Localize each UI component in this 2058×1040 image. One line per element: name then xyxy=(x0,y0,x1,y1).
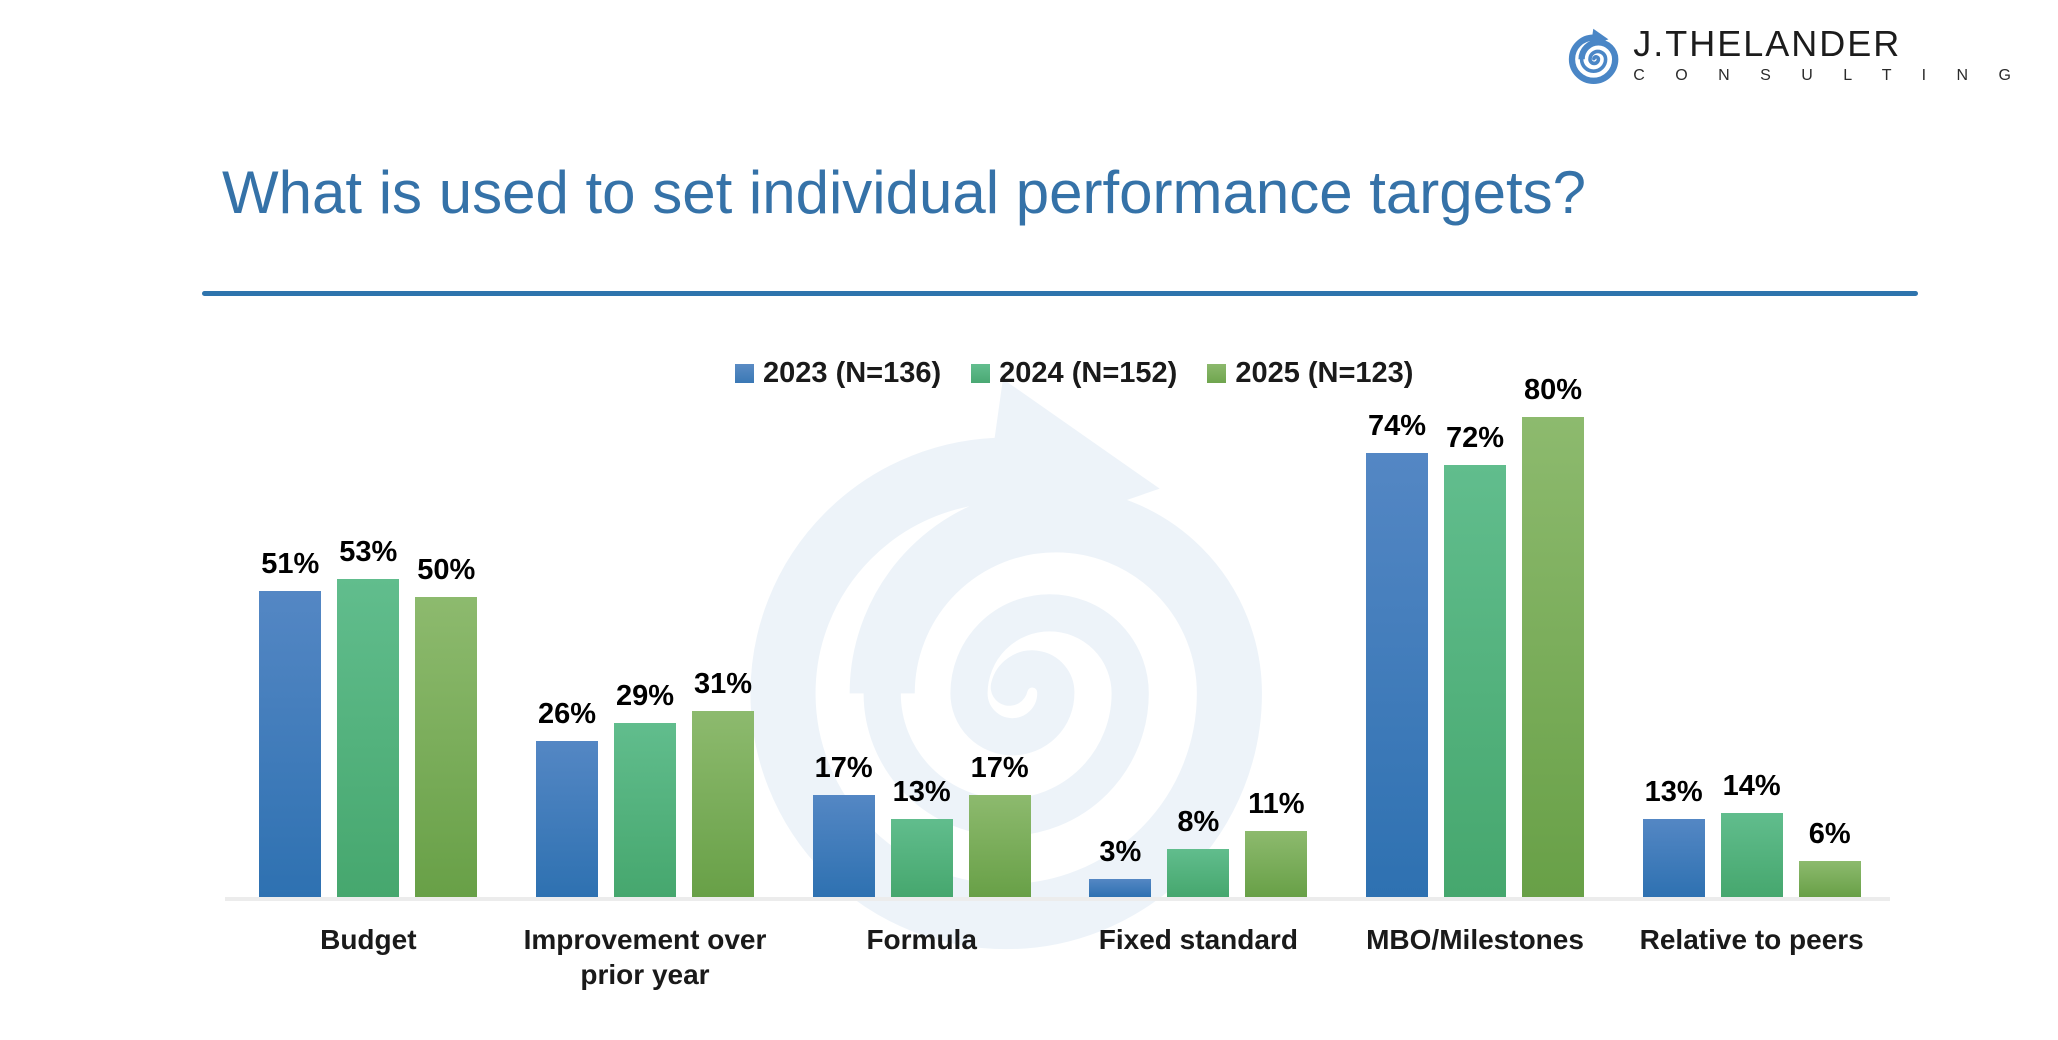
bar-chart-plot-area: 51% 53% 50% 26% 29% 31% 17% 13% 17% 3% 8% 11% 74% 72%… xyxy=(230,367,1890,897)
bar-value-label: 13% xyxy=(1644,776,1703,808)
bar-value-label: 80% xyxy=(1523,374,1583,406)
chart-legend: 2023 (N=136) 2024 (N=152) 2025 (N=123) xyxy=(735,357,1413,390)
bar xyxy=(415,597,478,897)
bar-value-label: 6% xyxy=(1808,818,1851,850)
bar-column: 14% xyxy=(1720,770,1783,897)
bar xyxy=(536,741,598,897)
category-label: Improvement over prior year xyxy=(523,924,767,990)
legend-item: 2024 (N=152) xyxy=(971,357,1177,390)
bar-column: 11% xyxy=(1245,788,1308,897)
bar-value-label: 53% xyxy=(339,536,398,568)
bar-value-label: 26% xyxy=(537,698,597,730)
bar xyxy=(1642,819,1705,897)
logo-text: J.THELANDER C O N S U L T I N G xyxy=(1633,26,2024,84)
legend-label: 2025 (N=123) xyxy=(1235,357,1414,389)
x-axis-line xyxy=(225,897,1890,901)
bar-column: 26% xyxy=(536,698,598,897)
bar-column: 13% xyxy=(1642,776,1705,897)
bar-value-label: 11% xyxy=(1248,788,1305,820)
bar-value-label: 72% xyxy=(1445,422,1505,454)
legend-swatch-icon xyxy=(971,364,991,383)
logo-company-name: J.THELANDER xyxy=(1633,23,1902,64)
spiral-logo-icon xyxy=(1563,24,1623,86)
logo-subtitle: C O N S U L T I N G xyxy=(1633,67,2024,84)
bar-value-label: 3% xyxy=(1099,836,1142,868)
category-cell: Budget xyxy=(230,922,507,992)
category-label: Formula xyxy=(866,924,977,955)
bar-column: 50% xyxy=(415,554,478,897)
bar xyxy=(1245,831,1308,897)
legend-swatch-icon xyxy=(735,364,754,383)
bar xyxy=(1720,813,1783,897)
bar-value-label: 31% xyxy=(693,668,753,700)
bar-value-label: 50% xyxy=(417,554,476,586)
bar xyxy=(1798,861,1861,897)
category-cell: Formula xyxy=(783,922,1060,992)
bar-value-label: 13% xyxy=(892,776,951,808)
category-cell: Relative to peers xyxy=(1613,922,1890,992)
legend-item: 2023 (N=136) xyxy=(735,357,941,390)
bar xyxy=(890,819,953,897)
bar-column: 17% xyxy=(812,752,875,897)
bar-column: 51% xyxy=(259,548,322,897)
legend-swatch-icon xyxy=(1207,364,1227,383)
bar xyxy=(259,591,322,897)
bar-column: 31% xyxy=(692,668,754,897)
bar-column: 17% xyxy=(968,752,1031,897)
bar-value-label: 29% xyxy=(615,680,675,712)
bar-column: 53% xyxy=(337,536,400,897)
category-label: Fixed standard xyxy=(1098,924,1298,955)
slide-title: What is used to set individual performan… xyxy=(222,159,1587,226)
bar-column: 29% xyxy=(614,680,676,897)
category-axis-labels: Budget Improvement over prior year Formula… xyxy=(230,922,1890,992)
category-cell: MBO/Milestones xyxy=(1337,922,1614,992)
bar-column: 13% xyxy=(890,776,953,897)
bar-group: 74% 72% 80% xyxy=(1337,367,1614,897)
company-logo: J.THELANDER C O N S U L T I N G xyxy=(1563,24,2024,86)
bar-group: 51% 53% 50% xyxy=(230,367,507,897)
bar-column: 8% xyxy=(1167,806,1230,897)
bar-value-label: 17% xyxy=(970,752,1029,784)
title-underline xyxy=(202,291,1918,296)
bar xyxy=(968,795,1031,897)
bar-group: 3% 8% 11% xyxy=(1060,367,1337,897)
legend-label: 2023 (N=136) xyxy=(763,357,942,389)
bar xyxy=(1167,849,1230,897)
bar-value-label: 74% xyxy=(1367,410,1427,442)
bar xyxy=(812,795,875,897)
bar-value-label: 17% xyxy=(814,752,873,784)
category-label: Budget xyxy=(320,924,417,955)
legend-label: 2024 (N=152) xyxy=(999,357,1178,389)
bar-column: 74% xyxy=(1366,410,1429,897)
bar-value-label: 8% xyxy=(1177,806,1220,838)
category-cell: Fixed standard xyxy=(1060,922,1337,992)
bar xyxy=(1089,879,1152,897)
bar xyxy=(1366,453,1429,897)
bar-column: 72% xyxy=(1444,422,1507,897)
bar-group: 13% 14% 6% xyxy=(1613,367,1890,897)
bar-group: 17% 13% 17% xyxy=(783,367,1060,897)
bar-value-label: 51% xyxy=(261,548,320,580)
bar-value-label: 14% xyxy=(1722,770,1781,802)
bar-column: 80% xyxy=(1522,374,1585,897)
bar xyxy=(337,579,400,897)
bar xyxy=(1444,465,1507,897)
category-label: MBO/Milestones xyxy=(1366,924,1584,955)
bar-column: 3% xyxy=(1089,836,1152,897)
legend-item: 2025 (N=123) xyxy=(1207,357,1413,390)
category-label: Relative to peers xyxy=(1639,924,1864,955)
category-cell: Improvement over prior year xyxy=(507,922,784,992)
bar xyxy=(692,711,754,897)
bar-group: 26% 29% 31% xyxy=(507,367,784,897)
bar xyxy=(614,723,676,897)
bar xyxy=(1522,417,1585,897)
bar-column: 6% xyxy=(1798,818,1861,897)
